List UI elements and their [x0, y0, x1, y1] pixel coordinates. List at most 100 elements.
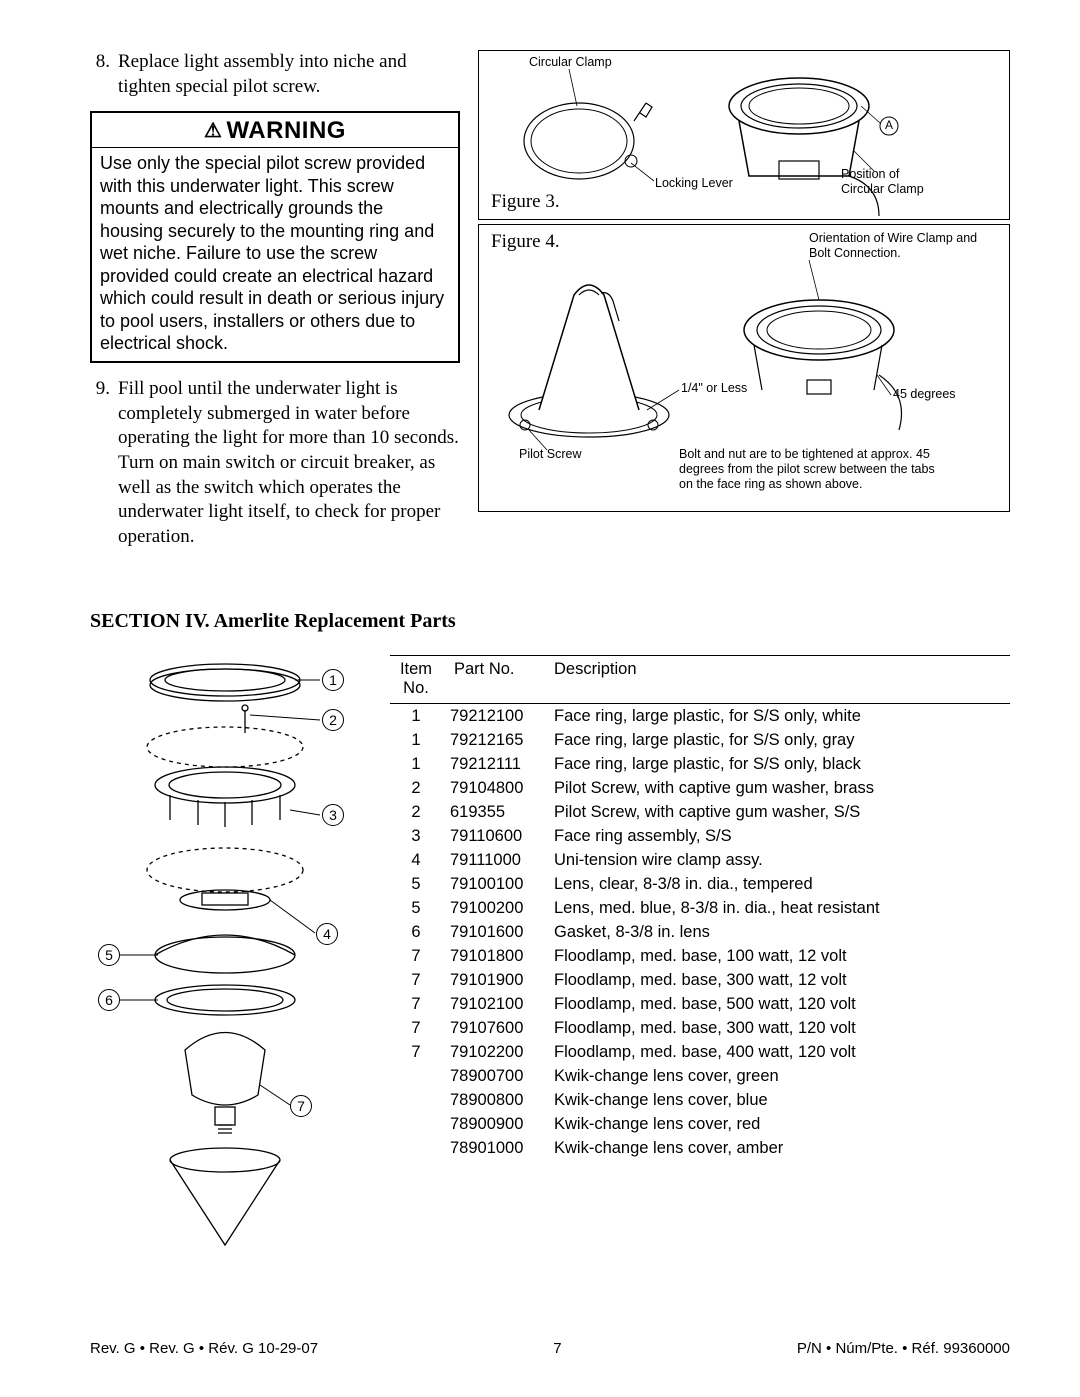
col-item: Item No.: [390, 655, 450, 704]
label-quarter: 1/4" or Less: [681, 381, 747, 396]
cell-desc: Lens, med. blue, 8-3/8 in. dia., heat re…: [550, 896, 1010, 920]
cell-part: 79110600: [450, 824, 550, 848]
cell-item: [390, 1136, 450, 1160]
step-number: 9.: [90, 377, 118, 550]
warning-box: ⚠WARNING Use only the special pilot scre…: [90, 111, 460, 363]
cell-desc: Lens, clear, 8-3/8 in. dia., tempered: [550, 872, 1010, 896]
parts-table: Item No. Part No. Description 179212100F…: [390, 655, 1010, 1161]
cell-desc: Floodlamp, med. base, 300 watt, 120 volt: [550, 1016, 1010, 1040]
table-row: 78900900Kwik-change lens cover, red: [390, 1112, 1010, 1136]
table-row: 2619355Pilot Screw, with captive gum was…: [390, 800, 1010, 824]
cell-item: 6: [390, 920, 450, 944]
cell-desc: Floodlamp, med. base, 300 watt, 12 volt: [550, 968, 1010, 992]
cell-desc: Kwik-change lens cover, green: [550, 1064, 1010, 1088]
cell-desc: Face ring, large plastic, for S/S only, …: [550, 752, 1010, 776]
cell-desc: Gasket, 8-3/8 in. lens: [550, 920, 1010, 944]
table-row: 78900800Kwik-change lens cover, blue: [390, 1088, 1010, 1112]
label-circular-clamp: Circular Clamp: [529, 55, 612, 70]
cell-item: [390, 1088, 450, 1112]
page-footer: Rev. G • Rev. G • Rév. G 10-29-07 7 P/N …: [90, 1340, 1010, 1357]
table-row: 179212165Face ring, large plastic, for S…: [390, 728, 1010, 752]
cell-part: 79107600: [450, 1016, 550, 1040]
cell-part: 619355: [450, 800, 550, 824]
cell-part: 79101600: [450, 920, 550, 944]
label-bolt-note: Bolt and nut are to be tightened at appr…: [679, 447, 939, 492]
cell-part: 79100200: [450, 896, 550, 920]
cell-part: 79102100: [450, 992, 550, 1016]
callout-6: 6: [98, 989, 120, 1011]
warning-title: WARNING: [226, 117, 346, 144]
cell-part: 79212165: [450, 728, 550, 752]
cell-part: 79101900: [450, 968, 550, 992]
table-row: 779101900Floodlamp, med. base, 300 watt,…: [390, 968, 1010, 992]
step-text: Replace light assembly into niche and ti…: [118, 50, 460, 99]
cell-desc: Face ring, large plastic, for S/S only, …: [550, 728, 1010, 752]
cell-desc: Pilot Screw, with captive gum washer, br…: [550, 776, 1010, 800]
cell-item: [390, 1064, 450, 1088]
callout-4: 4: [316, 923, 338, 945]
cell-item: 7: [390, 1040, 450, 1064]
cell-item: 2: [390, 800, 450, 824]
table-row: 78900700Kwik-change lens cover, green: [390, 1064, 1010, 1088]
table-row: 479111000Uni-tension wire clamp assy.: [390, 848, 1010, 872]
table-row: 679101600Gasket, 8-3/8 in. lens: [390, 920, 1010, 944]
cell-part: 79212111: [450, 752, 550, 776]
cell-part: 78900700: [450, 1064, 550, 1088]
figure-4: Figure 4. Orientation of Wire Clamp and …: [478, 224, 1010, 512]
table-row: 579100200Lens, med. blue, 8-3/8 in. dia.…: [390, 896, 1010, 920]
cell-part: 79111000: [450, 848, 550, 872]
cell-item: 7: [390, 968, 450, 992]
cell-desc: Kwik-change lens cover, red: [550, 1112, 1010, 1136]
cell-item: 1: [390, 752, 450, 776]
cell-item: 5: [390, 872, 450, 896]
cell-item: 5: [390, 896, 450, 920]
callout-3: 3: [322, 804, 344, 826]
footer-center: 7: [553, 1340, 561, 1357]
table-row: 779102200Floodlamp, med. base, 400 watt,…: [390, 1040, 1010, 1064]
callout-5: 5: [98, 944, 120, 966]
table-row: 279104800Pilot Screw, with captive gum w…: [390, 776, 1010, 800]
cell-part: 79101800: [450, 944, 550, 968]
label-degrees: 45 degrees: [893, 387, 956, 402]
step-text: Fill pool until the underwater light is …: [118, 377, 460, 550]
figure-4-caption: Figure 4.: [491, 231, 560, 253]
table-row: 179212111Face ring, large plastic, for S…: [390, 752, 1010, 776]
cell-item: 2: [390, 776, 450, 800]
table-row: 779102100Floodlamp, med. base, 500 watt,…: [390, 992, 1010, 1016]
warning-icon: ⚠: [204, 120, 222, 142]
footer-right: P/N • Núm/Pte. • Réf. 99360000: [797, 1340, 1010, 1357]
col-part: Part No.: [450, 655, 550, 704]
cell-part: 78901000: [450, 1136, 550, 1160]
cell-item: [390, 1112, 450, 1136]
callout-2: 2: [322, 709, 344, 731]
cell-part: 78900800: [450, 1088, 550, 1112]
cell-part: 79104800: [450, 776, 550, 800]
cell-part: 78900900: [450, 1112, 550, 1136]
table-row: 579100100Lens, clear, 8-3/8 in. dia., te…: [390, 872, 1010, 896]
cell-item: 1: [390, 728, 450, 752]
label-locking-lever: Locking Lever: [655, 176, 733, 191]
table-row: 179212100Face ring, large plastic, for S…: [390, 704, 1010, 729]
table-row: 779107600Floodlamp, med. base, 300 watt,…: [390, 1016, 1010, 1040]
label-a: A: [885, 118, 893, 132]
cell-desc: Kwik-change lens cover, blue: [550, 1088, 1010, 1112]
callout-1: 1: [322, 669, 344, 691]
footer-left: Rev. G • Rev. G • Rév. G 10-29-07: [90, 1340, 318, 1357]
warning-body: Use only the special pilot screw provide…: [92, 148, 458, 361]
step-9: 9. Fill pool until the underwater light …: [90, 377, 460, 550]
col-desc: Description: [550, 655, 1010, 704]
cell-desc: Pilot Screw, with captive gum washer, S/…: [550, 800, 1010, 824]
table-row: 379110600Face ring assembly, S/S: [390, 824, 1010, 848]
cell-item: 7: [390, 992, 450, 1016]
figure-3: Circular Clamp Locking Lever Position of…: [478, 50, 1010, 220]
table-row: 779101800Floodlamp, med. base, 100 watt,…: [390, 944, 1010, 968]
cell-item: 1: [390, 704, 450, 729]
cell-desc: Kwik-change lens cover, amber: [550, 1136, 1010, 1160]
exploded-view: 1 2 3 4 5 6 7: [90, 655, 350, 1255]
cell-item: 4: [390, 848, 450, 872]
cell-part: 79212100: [450, 704, 550, 729]
cell-part: 79102200: [450, 1040, 550, 1064]
cell-desc: Uni-tension wire clamp assy.: [550, 848, 1010, 872]
cell-desc: Floodlamp, med. base, 100 watt, 12 volt: [550, 944, 1010, 968]
cell-item: 7: [390, 1016, 450, 1040]
